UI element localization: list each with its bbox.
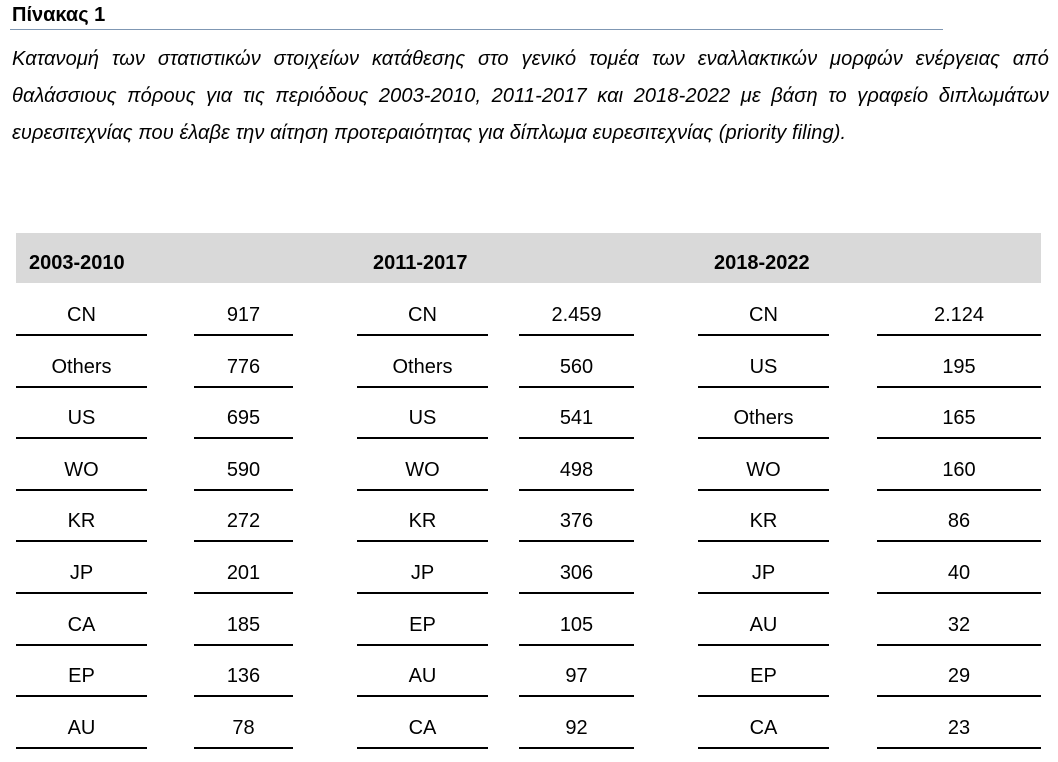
count-cell: 165 (877, 389, 1041, 439)
count-cell: 776 (194, 338, 293, 388)
count-cell: 105 (519, 596, 634, 646)
office-cell: CA (698, 699, 829, 749)
period-header-2011-2017: 2011-2017 (373, 233, 468, 283)
office-cell: EP (16, 647, 147, 697)
period-header-2003-2010: 2003-2010 (29, 233, 125, 283)
office-cell: EP (357, 596, 488, 646)
count-cell: 29 (877, 647, 1041, 697)
office-cell: AU (16, 699, 147, 749)
count-cell: 78 (194, 699, 293, 749)
office-cell: WO (698, 441, 829, 491)
table-title: Πίνακας 1 (12, 2, 105, 28)
office-cell: US (357, 389, 488, 439)
office-cell: US (698, 338, 829, 388)
count-cell: 23 (877, 699, 1041, 749)
office-cell: EP (698, 647, 829, 697)
count-cell: 2.124 (877, 286, 1041, 336)
count-cell: 136 (194, 647, 293, 697)
count-cell: 92 (519, 699, 634, 749)
count-cell: 97 (519, 647, 634, 697)
count-cell: 498 (519, 441, 634, 491)
count-cell: 201 (194, 544, 293, 594)
period-header-2018-2022: 2018-2022 (714, 233, 810, 283)
office-cell: JP (16, 544, 147, 594)
office-cell: Others (357, 338, 488, 388)
count-cell: 695 (194, 389, 293, 439)
office-cell: CA (16, 596, 147, 646)
count-cell: 376 (519, 492, 634, 542)
count-cell: 160 (877, 441, 1041, 491)
office-cell: WO (16, 441, 147, 491)
count-cell: 86 (877, 492, 1041, 542)
title-divider (10, 29, 943, 30)
count-cell: 272 (194, 492, 293, 542)
table-header-row (16, 233, 1041, 283)
office-cell: CN (16, 286, 147, 336)
office-cell: JP (357, 544, 488, 594)
count-cell: 32 (877, 596, 1041, 646)
count-cell: 541 (519, 389, 634, 439)
office-cell: KR (357, 492, 488, 542)
office-cell: AU (698, 596, 829, 646)
table-caption: Κατανομή των στατιστικών στοιχείων κατάθ… (12, 41, 1049, 152)
count-cell: 2.459 (519, 286, 634, 336)
office-cell: Others (698, 389, 829, 439)
office-cell: CN (357, 286, 488, 336)
office-cell: KR (16, 492, 147, 542)
office-cell: AU (357, 647, 488, 697)
office-cell: WO (357, 441, 488, 491)
count-cell: 590 (194, 441, 293, 491)
count-cell: 40 (877, 544, 1041, 594)
count-cell: 917 (194, 286, 293, 336)
count-cell: 306 (519, 544, 634, 594)
count-cell: 195 (877, 338, 1041, 388)
count-cell: 185 (194, 596, 293, 646)
office-cell: CA (357, 699, 488, 749)
office-cell: JP (698, 544, 829, 594)
count-cell: 560 (519, 338, 634, 388)
office-cell: CN (698, 286, 829, 336)
office-cell: KR (698, 492, 829, 542)
office-cell: US (16, 389, 147, 439)
office-cell: Others (16, 338, 147, 388)
